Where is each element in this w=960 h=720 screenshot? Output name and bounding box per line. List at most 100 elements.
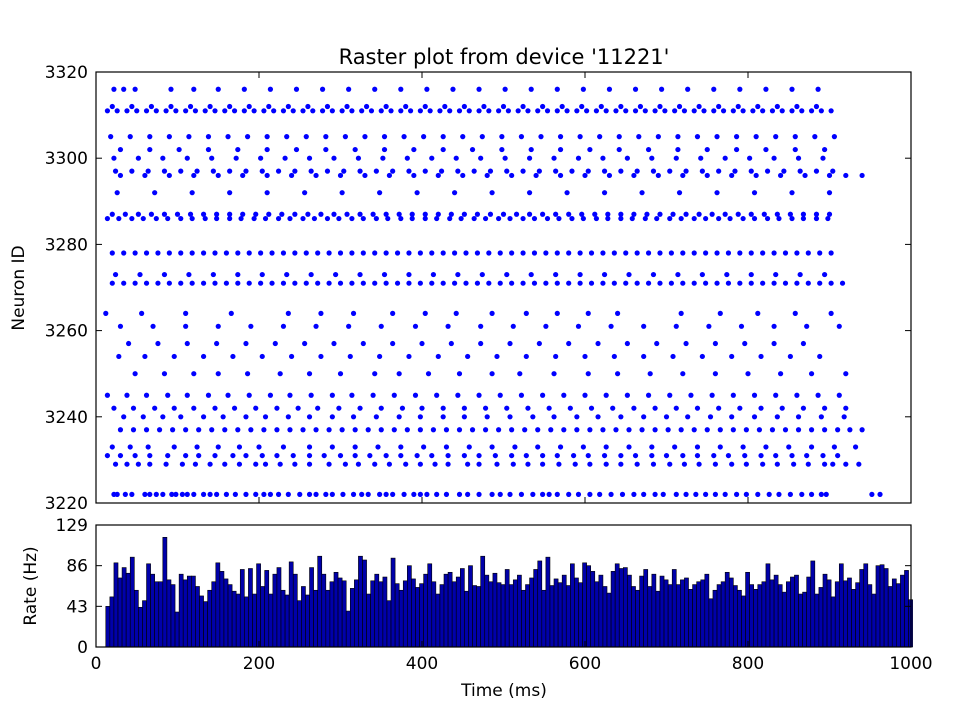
- spike-dot: [709, 211, 715, 217]
- spike-dot: [580, 215, 586, 222]
- spike-dot: [324, 168, 331, 174]
- spike-dot: [135, 211, 141, 217]
- spike-dot: [200, 250, 207, 256]
- spike-dot: [142, 172, 148, 179]
- spike-dot: [486, 280, 492, 286]
- spike-dot: [634, 461, 640, 467]
- spike-dot: [386, 172, 392, 179]
- spike-dot: [748, 168, 754, 174]
- spike-dot: [342, 134, 348, 140]
- spike-dot: [512, 444, 518, 450]
- spike-dot: [755, 310, 761, 316]
- spike-dot: [681, 461, 688, 467]
- spike-dot: [411, 146, 417, 153]
- spike-dot: [553, 211, 559, 217]
- spike-dot: [742, 452, 748, 459]
- spike-dot: [531, 250, 538, 256]
- spike-dot: [676, 190, 683, 196]
- rate-bar: [525, 584, 530, 648]
- spike-dot: [667, 215, 673, 222]
- rate-bar: [541, 589, 547, 648]
- spike-dot: [610, 405, 616, 411]
- spike-dot: [676, 103, 683, 110]
- spike-dot: [130, 427, 137, 433]
- spike-dot: [117, 323, 124, 329]
- spike-dot: [355, 155, 362, 161]
- spike-dot: [256, 444, 262, 450]
- spike-dot: [822, 146, 828, 153]
- spike-dot: [632, 452, 639, 459]
- spike-dot: [554, 108, 560, 114]
- spike-dot: [264, 146, 270, 153]
- spike-dot: [575, 491, 582, 497]
- spike-dot: [663, 452, 670, 459]
- spike-dot: [725, 452, 732, 459]
- spike-dot: [818, 108, 824, 114]
- spike-dot: [727, 215, 733, 222]
- spike-dot: [523, 353, 529, 360]
- spike-dot: [489, 310, 495, 316]
- spike-dot: [231, 108, 238, 114]
- rate-bar: [867, 584, 873, 648]
- spike-dot: [109, 211, 115, 217]
- spike-dot: [800, 215, 807, 222]
- rate-bar: [838, 563, 844, 648]
- spike-dot: [711, 108, 717, 114]
- spike-dot: [507, 340, 513, 347]
- spike-dot: [817, 250, 823, 256]
- spike-dot: [337, 250, 344, 256]
- spike-dot: [349, 392, 355, 398]
- spike-dot: [760, 280, 766, 286]
- spike-dot: [443, 444, 450, 450]
- rate-bar: [464, 590, 469, 648]
- spike-dot: [782, 427, 789, 433]
- spike-dot: [424, 86, 430, 92]
- spike-dot: [618, 414, 624, 420]
- spike-dot: [808, 427, 815, 433]
- rate-bar: [879, 564, 885, 648]
- spike-dot: [429, 250, 435, 256]
- spike-dot: [774, 211, 780, 217]
- spike-dot: [318, 211, 324, 217]
- rate-bar: [256, 563, 261, 648]
- spike-dot: [629, 215, 635, 222]
- rate-bar: [321, 573, 327, 648]
- spike-dot: [469, 146, 476, 153]
- spike-dot: [362, 172, 368, 179]
- rate-y-tick-label: 129: [56, 516, 88, 536]
- spike-dot: [414, 452, 420, 459]
- spike-dot: [774, 103, 780, 110]
- spike-dot: [352, 452, 358, 459]
- spike-dot: [496, 427, 502, 433]
- spike-dot: [313, 427, 319, 433]
- spike-dot: [843, 172, 849, 179]
- spike-dot: [114, 108, 120, 114]
- spike-dot: [504, 271, 510, 278]
- spike-dot: [184, 340, 190, 347]
- spike-dot: [422, 103, 428, 110]
- rate-bar: [129, 556, 135, 648]
- spike-dot: [466, 444, 472, 450]
- spike-dot: [760, 108, 766, 114]
- rate-bar: [297, 600, 302, 648]
- spike-dot: [597, 134, 603, 140]
- spike-dot: [378, 405, 384, 411]
- spike-dot: [714, 190, 720, 196]
- spike-dot: [132, 250, 138, 256]
- spike-dot: [142, 353, 148, 360]
- spike-dot: [210, 168, 216, 174]
- spike-dot: [577, 271, 583, 278]
- spike-dot: [748, 271, 754, 278]
- spike-dot: [663, 414, 670, 420]
- spike-dot: [650, 271, 657, 278]
- spike-dot: [540, 103, 546, 110]
- spike-dot: [668, 280, 674, 286]
- spike-dot: [447, 215, 453, 222]
- rate-bar: [680, 579, 685, 648]
- spike-dot: [804, 323, 810, 329]
- spike-dot: [465, 461, 471, 467]
- spike-dot: [360, 250, 366, 256]
- spike-dot: [121, 414, 127, 420]
- spike-dot: [452, 250, 458, 256]
- spike-dot: [758, 452, 764, 459]
